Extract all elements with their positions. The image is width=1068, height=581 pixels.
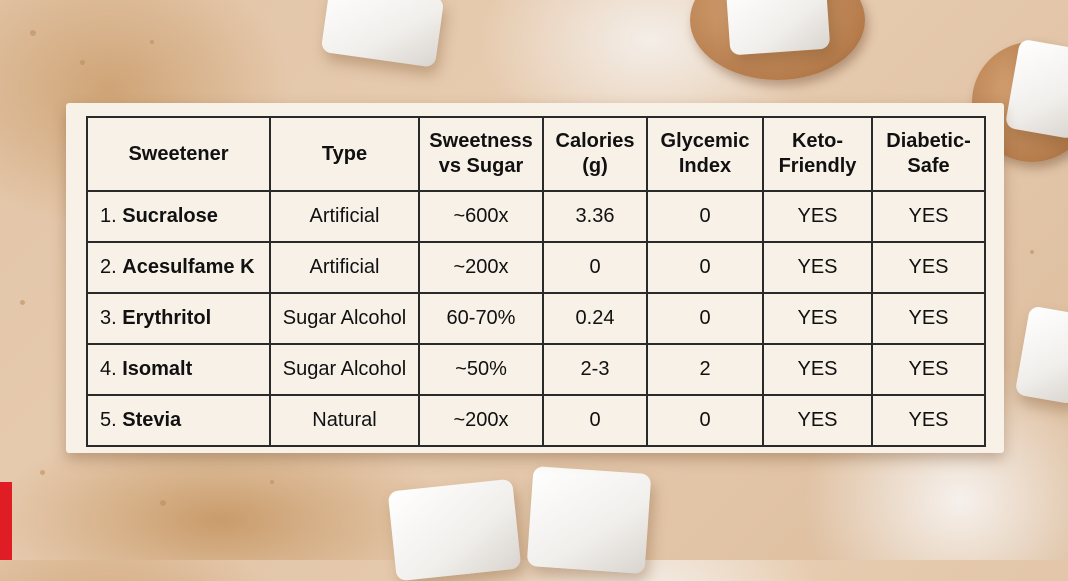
cell-sweetener: 1. Sucralose [86, 190, 271, 243]
cell-calories: 0.24 [542, 292, 648, 345]
sweetener-name: Isomalt [122, 358, 193, 380]
row-number: 3. [100, 307, 117, 329]
sugar-cube [320, 0, 445, 68]
header-row: Sweetener Type Sweetness vs Sugar Calori… [86, 116, 986, 192]
cell-diabetic-safe: YES [871, 394, 986, 447]
cell-sweetness: ~200x [418, 394, 544, 447]
header-calories: Calories (g) [542, 116, 648, 192]
table-row: 3. Erythritol Sugar Alcohol 60-70% 0.24 … [86, 292, 986, 345]
cell-sweetener: 3. Erythritol [86, 292, 271, 345]
cell-calories: 3.36 [542, 190, 648, 243]
header-keto-friendly: Keto-Friendly [762, 116, 873, 192]
cell-sweetness: ~200x [418, 241, 544, 294]
cell-sweetener: 2. Acesulfame K [86, 241, 271, 294]
table-row: 1. Sucralose Artificial ~600x 3.36 0 YES… [86, 190, 986, 243]
sweetener-name: Acesulfame K [122, 256, 255, 278]
row-number: 2. [100, 256, 117, 278]
sweetener-name: Erythritol [122, 307, 212, 329]
sugar-grain [270, 480, 274, 484]
row-number: 4. [100, 358, 117, 380]
sugar-grain [1030, 250, 1034, 254]
sugar-cube [725, 0, 831, 56]
comparison-card: Sweetener Type Sweetness vs Sugar Calori… [66, 103, 1004, 453]
cell-glycemic-index: 0 [646, 241, 764, 294]
accent-tab [0, 482, 12, 560]
table-row: 4. Isomalt Sugar Alcohol ~50% 2-3 2 YES … [86, 343, 986, 396]
cell-type: Sugar Alcohol [269, 343, 420, 396]
cell-glycemic-index: 0 [646, 190, 764, 243]
cell-diabetic-safe: YES [871, 292, 986, 345]
cell-type: Artificial [269, 190, 420, 243]
cell-sweetener: 5. Stevia [86, 394, 271, 447]
sweetener-name: Stevia [122, 409, 182, 431]
cell-glycemic-index: 0 [646, 292, 764, 345]
sugar-cube [526, 466, 652, 574]
cell-calories: 2-3 [542, 343, 648, 396]
sugar-grain [80, 60, 85, 65]
header-diabetic-safe: Diabetic-Safe [871, 116, 986, 192]
cell-glycemic-index: 2 [646, 343, 764, 396]
cell-sweetener: 4. Isomalt [86, 343, 271, 396]
sugar-grain [20, 300, 25, 305]
sugar-cube [387, 478, 522, 581]
table-row: 5. Stevia Natural ~200x 0 0 YES YES [86, 394, 986, 447]
sugar-grain [40, 470, 45, 475]
cell-keto-friendly: YES [762, 292, 873, 345]
header-sweetener: Sweetener [86, 116, 271, 192]
cell-calories: 0 [542, 394, 648, 447]
cell-keto-friendly: YES [762, 343, 873, 396]
cell-type: Artificial [269, 241, 420, 294]
cell-keto-friendly: YES [762, 190, 873, 243]
cell-diabetic-safe: YES [871, 190, 986, 243]
cell-diabetic-safe: YES [871, 241, 986, 294]
sugar-cube [1014, 305, 1068, 405]
row-number: 1. [100, 205, 117, 227]
cell-calories: 0 [542, 241, 648, 294]
cell-sweetness: ~600x [418, 190, 544, 243]
cell-type: Sugar Alcohol [269, 292, 420, 345]
cell-keto-friendly: YES [762, 241, 873, 294]
row-number: 5. [100, 409, 117, 431]
cell-glycemic-index: 0 [646, 394, 764, 447]
header-type: Type [269, 116, 420, 192]
sweetener-name: Sucralose [122, 205, 218, 227]
cell-keto-friendly: YES [762, 394, 873, 447]
cell-type: Natural [269, 394, 420, 447]
cell-sweetness: ~50% [418, 343, 544, 396]
header-sweetness: Sweetness vs Sugar [418, 116, 544, 192]
cell-diabetic-safe: YES [871, 343, 986, 396]
table-row: 2. Acesulfame K Artificial ~200x 0 0 YES… [86, 241, 986, 294]
sugar-grain [160, 500, 166, 506]
sweetener-table: Sweetener Type Sweetness vs Sugar Calori… [86, 116, 986, 447]
sugar-grain [150, 40, 154, 44]
sugar-grain [30, 30, 36, 36]
header-glycemic-index: Glycemic Index [646, 116, 764, 192]
cell-sweetness: 60-70% [418, 292, 544, 345]
